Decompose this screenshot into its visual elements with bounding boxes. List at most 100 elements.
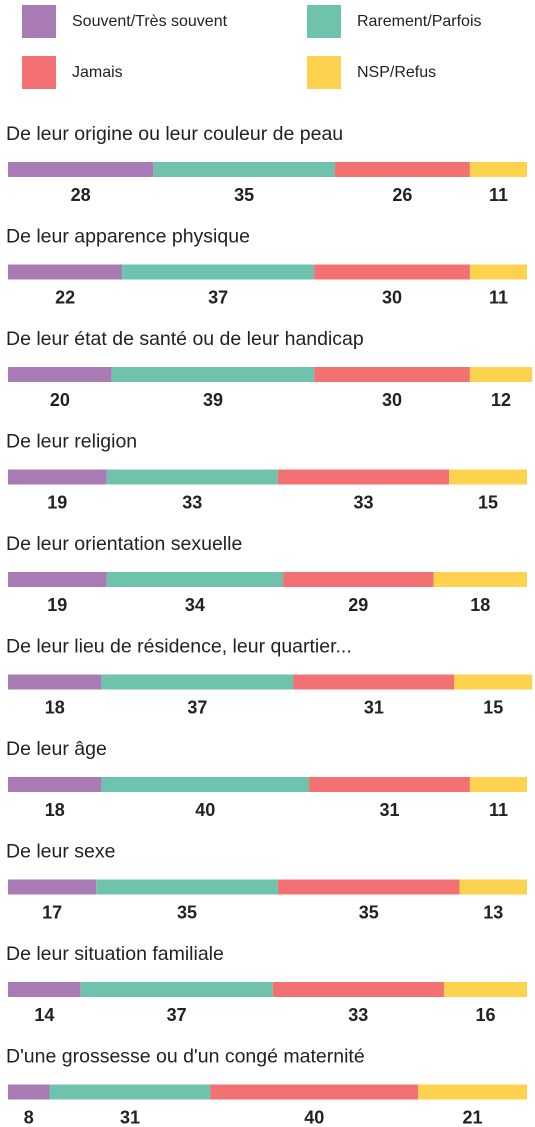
bar-segment [469, 162, 527, 177]
legend-swatch [307, 56, 341, 89]
legend-label: NSP/Refus [357, 64, 436, 81]
bar-segment [106, 572, 284, 587]
value-label: 15 [483, 697, 503, 717]
value-label: 35 [359, 902, 379, 922]
value-label: 14 [34, 1005, 54, 1025]
bar-segment [459, 879, 527, 895]
category-label: De leur lieu de résidence, leur quartier… [6, 636, 352, 658]
legend-label: Souvent/Très souvent [72, 13, 228, 30]
bar-segment [8, 982, 81, 997]
bar-segment [314, 367, 470, 382]
value-label: 16 [475, 1005, 495, 1025]
value-label: 37 [187, 697, 207, 717]
bar-segment [122, 264, 315, 280]
value-label: 20 [50, 390, 70, 410]
bar-segment [469, 264, 527, 280]
value-label: 34 [185, 595, 205, 615]
category-label: De leur situation familiale [6, 943, 224, 965]
value-label: 18 [45, 697, 65, 717]
bar-segment [8, 264, 123, 280]
bar-segment [8, 879, 97, 895]
value-label: 30 [382, 287, 402, 307]
value-label: 18 [45, 800, 65, 820]
bar-segment [153, 162, 335, 177]
value-label: 11 [489, 185, 508, 205]
bar-segment [454, 674, 533, 690]
value-label: 8 [24, 1107, 34, 1127]
bar-segment [277, 879, 460, 895]
bar-segment [433, 572, 527, 587]
value-label: 31 [364, 697, 384, 717]
value-label: 29 [348, 595, 368, 615]
bar-segment [469, 367, 533, 382]
value-label: 17 [42, 902, 62, 922]
value-label: 35 [177, 902, 197, 922]
value-label: 35 [234, 185, 254, 205]
category-label: De leur sexe [6, 841, 115, 863]
bar-segment [418, 1084, 527, 1100]
value-label: 19 [47, 492, 67, 512]
value-label: 19 [47, 595, 67, 615]
bar-segment [8, 1084, 50, 1100]
value-label: 21 [462, 1107, 482, 1127]
bar-segment [443, 982, 527, 997]
bar-segment [210, 1084, 419, 1100]
value-label: 12 [491, 390, 511, 410]
bar-segment [314, 264, 470, 280]
bar-segment [309, 777, 470, 792]
bar-segment [283, 572, 434, 587]
bar-segment [106, 469, 278, 485]
bar-segment [449, 469, 527, 485]
legend-label: Jamais [72, 64, 123, 81]
category-label: De leur état de santé ou de leur handica… [6, 328, 364, 350]
value-label: 33 [348, 1005, 368, 1025]
category-label: De leur religion [6, 431, 137, 453]
value-label: 37 [208, 287, 228, 307]
category-label: D'une grossesse ou d'un congé maternité [6, 1046, 365, 1068]
bar-segment [272, 982, 444, 997]
value-label: 11 [489, 287, 508, 307]
value-label: 30 [382, 390, 402, 410]
category-label: De leur orientation sexuelle [6, 533, 242, 555]
legend-swatch [22, 5, 56, 38]
value-label: 28 [71, 185, 91, 205]
bar-segment [8, 162, 154, 177]
bar-segment [101, 674, 294, 690]
bar-segment [111, 367, 315, 382]
value-label: 33 [353, 492, 373, 512]
bar-segment [96, 879, 278, 895]
bar-segment [8, 367, 112, 382]
legend-label: Rarement/Parfois [357, 13, 482, 30]
category-label: De leur âge [6, 738, 107, 760]
bar-segment [469, 777, 527, 792]
legend-swatch [22, 56, 56, 89]
bar-segment [80, 982, 273, 997]
value-label: 15 [478, 492, 498, 512]
value-label: 33 [182, 492, 202, 512]
bar-segment [293, 674, 455, 690]
value-label: 40 [195, 800, 215, 820]
bar-segment [8, 674, 102, 690]
value-label: 18 [470, 595, 490, 615]
value-label: 31 [120, 1107, 140, 1127]
bar-segment [277, 469, 450, 485]
value-label: 11 [489, 800, 508, 820]
bar-segment [49, 1084, 211, 1100]
bar-segment [101, 777, 310, 792]
value-label: 40 [304, 1107, 324, 1127]
value-label: 31 [379, 800, 399, 820]
category-label: De leur origine ou leur couleur de peau [6, 123, 343, 145]
value-label: 39 [203, 390, 223, 410]
bar-segment [8, 572, 107, 587]
value-label: 13 [483, 902, 503, 922]
legend-swatch [307, 5, 341, 38]
value-label: 22 [55, 287, 75, 307]
value-label: 37 [167, 1005, 187, 1025]
bar-segment [334, 162, 470, 177]
bar-segment [8, 469, 107, 485]
bar-segment [8, 777, 102, 792]
category-label: De leur apparence physique [6, 226, 250, 248]
value-label: 26 [392, 185, 412, 205]
